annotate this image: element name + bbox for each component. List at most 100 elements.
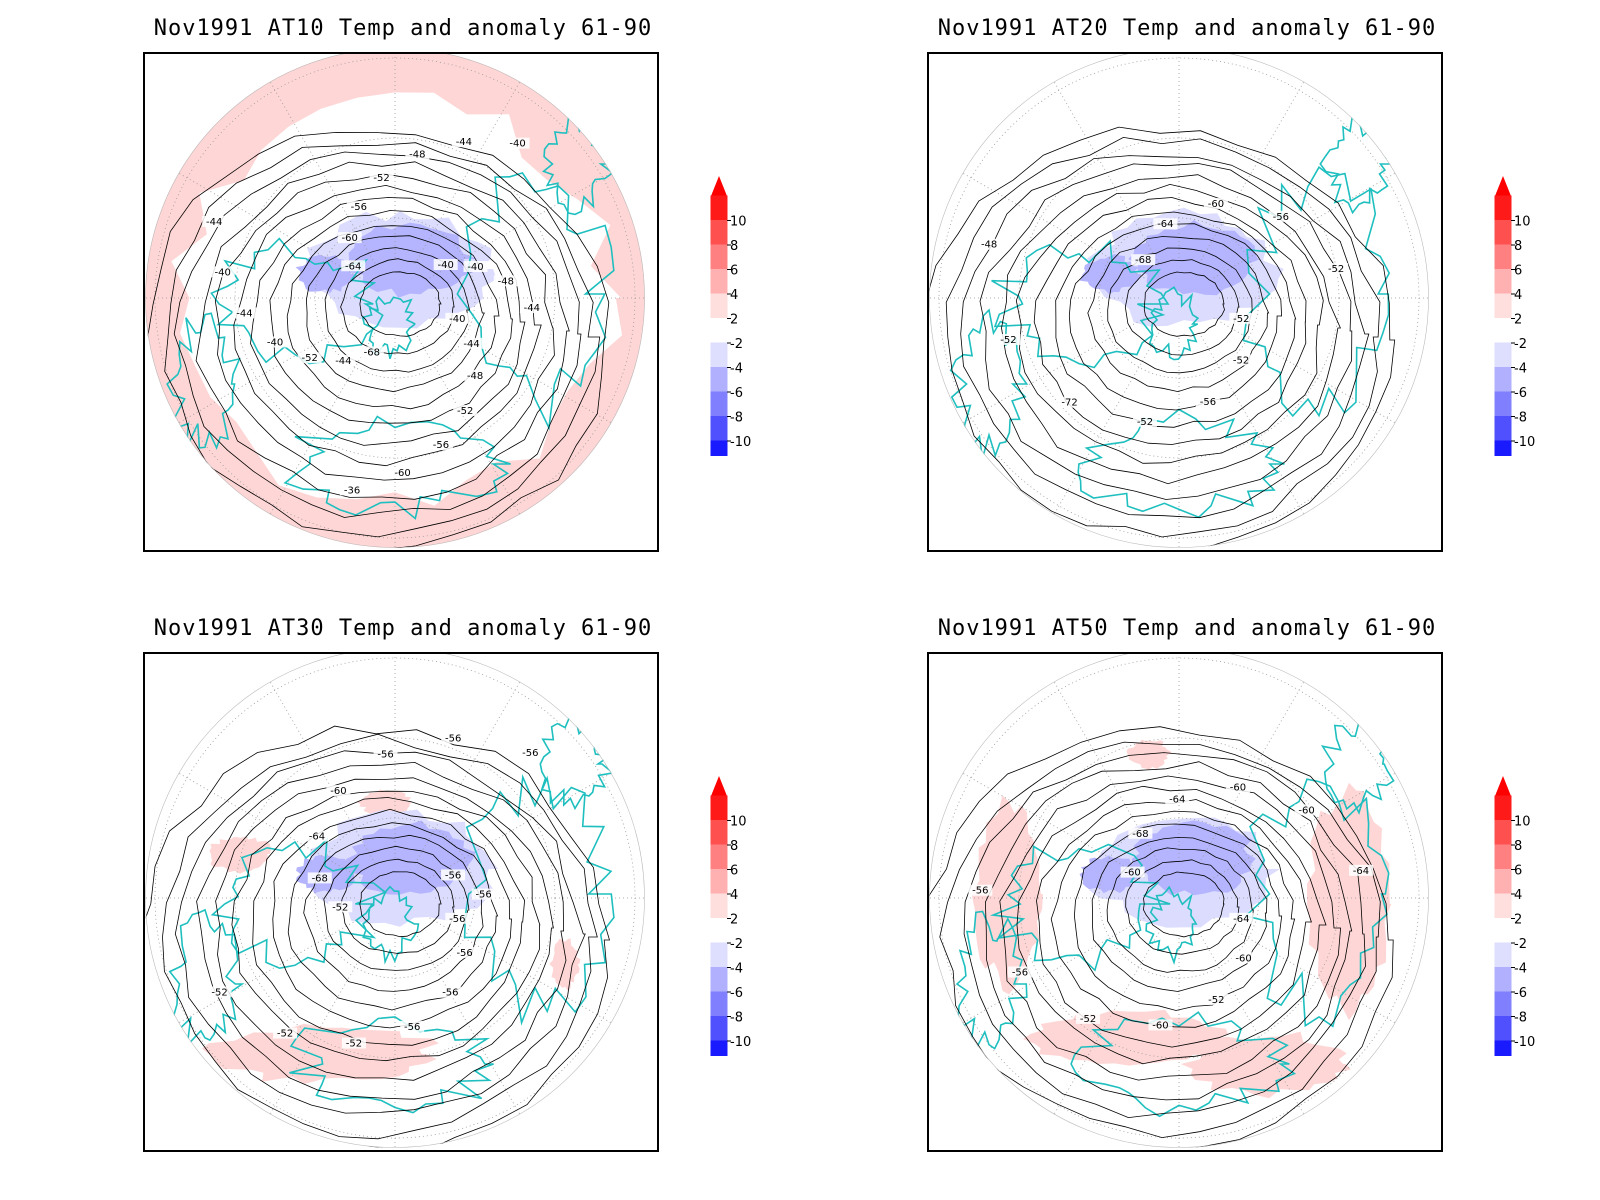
- meridian-line: [962, 317, 1145, 424]
- colorbar-top-arrow: [711, 776, 727, 796]
- colorbar-label: -6: [1514, 386, 1527, 401]
- colorbar-segment: [710, 293, 728, 319]
- contour-label: -52: [277, 1029, 293, 1040]
- contour-label: -36: [344, 485, 360, 496]
- contour-label-bg: [518, 746, 543, 758]
- colorbar-label: -2: [730, 937, 743, 952]
- meridian-line: [414, 81, 521, 264]
- panel-at20: Nov1991 AT20 Temp and anomaly 61-90 -52-…: [927, 0, 1600, 580]
- contour-label: -60: [1298, 805, 1314, 816]
- contour-label-bg: [1324, 263, 1349, 275]
- colorbar-label: 8: [730, 839, 738, 854]
- contour-label-bg: [373, 748, 398, 760]
- colorbar-segment: [1494, 244, 1512, 270]
- contour-label-bg: [471, 888, 496, 900]
- contour-label: -52: [457, 406, 473, 417]
- colorbar-at30: 10 8 6 4 2 -2 -4 -6 -8 -10: [703, 776, 783, 1086]
- temperature-contour: [305, 235, 485, 393]
- contour-label-bg: [328, 901, 353, 913]
- colorbar-segment: [710, 269, 728, 295]
- meridian-line: [1053, 81, 1160, 264]
- contour-label-bg: [232, 307, 257, 319]
- meridian-line: [414, 332, 521, 515]
- colorbar-segment: [1494, 893, 1512, 919]
- contour-label-bg: [441, 869, 466, 881]
- contour-label: -48: [467, 371, 483, 382]
- meridian-line: [269, 681, 376, 864]
- colorbar-segment: [1494, 293, 1512, 319]
- contour-label: -52: [301, 353, 317, 364]
- contour-label-bg: [1148, 1019, 1173, 1031]
- colorbar-segment: [710, 991, 728, 1017]
- colorbar-segment: [710, 244, 728, 270]
- contour-label-bg: [433, 259, 458, 271]
- coastline: [991, 239, 1170, 369]
- contour-label: -56: [522, 748, 538, 759]
- colorbar-segment: [1494, 416, 1512, 442]
- colorbar-label: 4: [1514, 888, 1522, 903]
- temperature-contour: [1124, 259, 1240, 356]
- contour-label: -64: [1353, 866, 1369, 877]
- contour-label-bg: [390, 466, 415, 478]
- meridian-line: [269, 332, 376, 515]
- warm-anomaly-patch: [1022, 1009, 1228, 1066]
- meridian-line: [1053, 681, 1160, 864]
- colorbar-label: -2: [730, 337, 743, 352]
- contour-label-bg: [451, 136, 476, 148]
- meridian-line: [1053, 932, 1160, 1115]
- temperature-contour: [145, 131, 610, 548]
- temperature-contour: [1015, 183, 1324, 464]
- warm-anomaly-patch: [202, 1023, 439, 1084]
- contour-label: -40: [438, 260, 454, 271]
- temperature-contour: [1107, 247, 1253, 374]
- contour-label-bg: [1225, 781, 1250, 793]
- colorbar-segment: [1494, 869, 1512, 895]
- colorbar-label: 4: [730, 888, 738, 903]
- colorbar-label: 2: [1514, 313, 1522, 328]
- colorbar-label: 2: [1514, 913, 1522, 928]
- contour-label-bg: [297, 352, 322, 364]
- contour-label: -64: [1157, 219, 1173, 230]
- meridian-line: [178, 917, 361, 1024]
- contour-label: -52: [1328, 264, 1344, 275]
- colorbar-label: -4: [1514, 962, 1527, 977]
- contour-label: -64: [1233, 914, 1249, 925]
- contour-label: -56: [1200, 397, 1216, 408]
- temperature-contour: [252, 797, 526, 1046]
- contour-label-bg: [1229, 354, 1254, 366]
- contour-label: -52: [1233, 314, 1249, 325]
- contour-label-bg: [438, 986, 463, 998]
- coastline: [456, 171, 615, 431]
- temperature-contour: [1143, 271, 1225, 337]
- colorbar-segment: [1494, 195, 1512, 221]
- contour-label-bg: [210, 266, 235, 278]
- contour-label: -52: [211, 987, 227, 998]
- colorbar-segment: [1494, 220, 1512, 246]
- map-svg: -40 -44 -48 -52 -56 -60 -36 -68 -44 -52 -40 -44 -40 -…: [145, 54, 645, 548]
- coastline: [283, 415, 511, 520]
- colorbar-segment: [1494, 342, 1512, 368]
- contour-label-bg: [453, 405, 478, 417]
- coastline: [1070, 1011, 1297, 1118]
- contour-label-bg: [263, 336, 288, 348]
- contour-label-bg: [369, 171, 394, 183]
- contour-label-bg: [1229, 912, 1254, 924]
- colorbar-label: 2: [730, 913, 738, 928]
- meridian-line: [269, 932, 376, 1115]
- contour-label-bg: [400, 1020, 425, 1032]
- coastline: [361, 295, 416, 360]
- map-at30: -56 -56 -56 -56 -52 -52 -52 -52 -68 -64 -60 -56 -56 -…: [143, 652, 659, 1152]
- contour-label: -44: [206, 217, 222, 228]
- contour-label: -52: [1233, 356, 1249, 367]
- meridian-line: [1198, 81, 1305, 264]
- colorbar-segment: [1494, 918, 1512, 944]
- colorbar-label: -10: [730, 435, 751, 450]
- contour-label: -52: [1208, 995, 1224, 1006]
- contour-label: -52: [1000, 335, 1016, 346]
- contour-label: -60: [394, 468, 410, 479]
- colorbar-label: 8: [730, 239, 738, 254]
- panel-at30: Nov1991 AT30 Temp and anomaly 61-90 -56-…: [143, 600, 923, 1180]
- colorbar-segment: [710, 942, 728, 968]
- temperature-contour: [174, 750, 586, 1114]
- colorbar-segment: [1494, 942, 1512, 968]
